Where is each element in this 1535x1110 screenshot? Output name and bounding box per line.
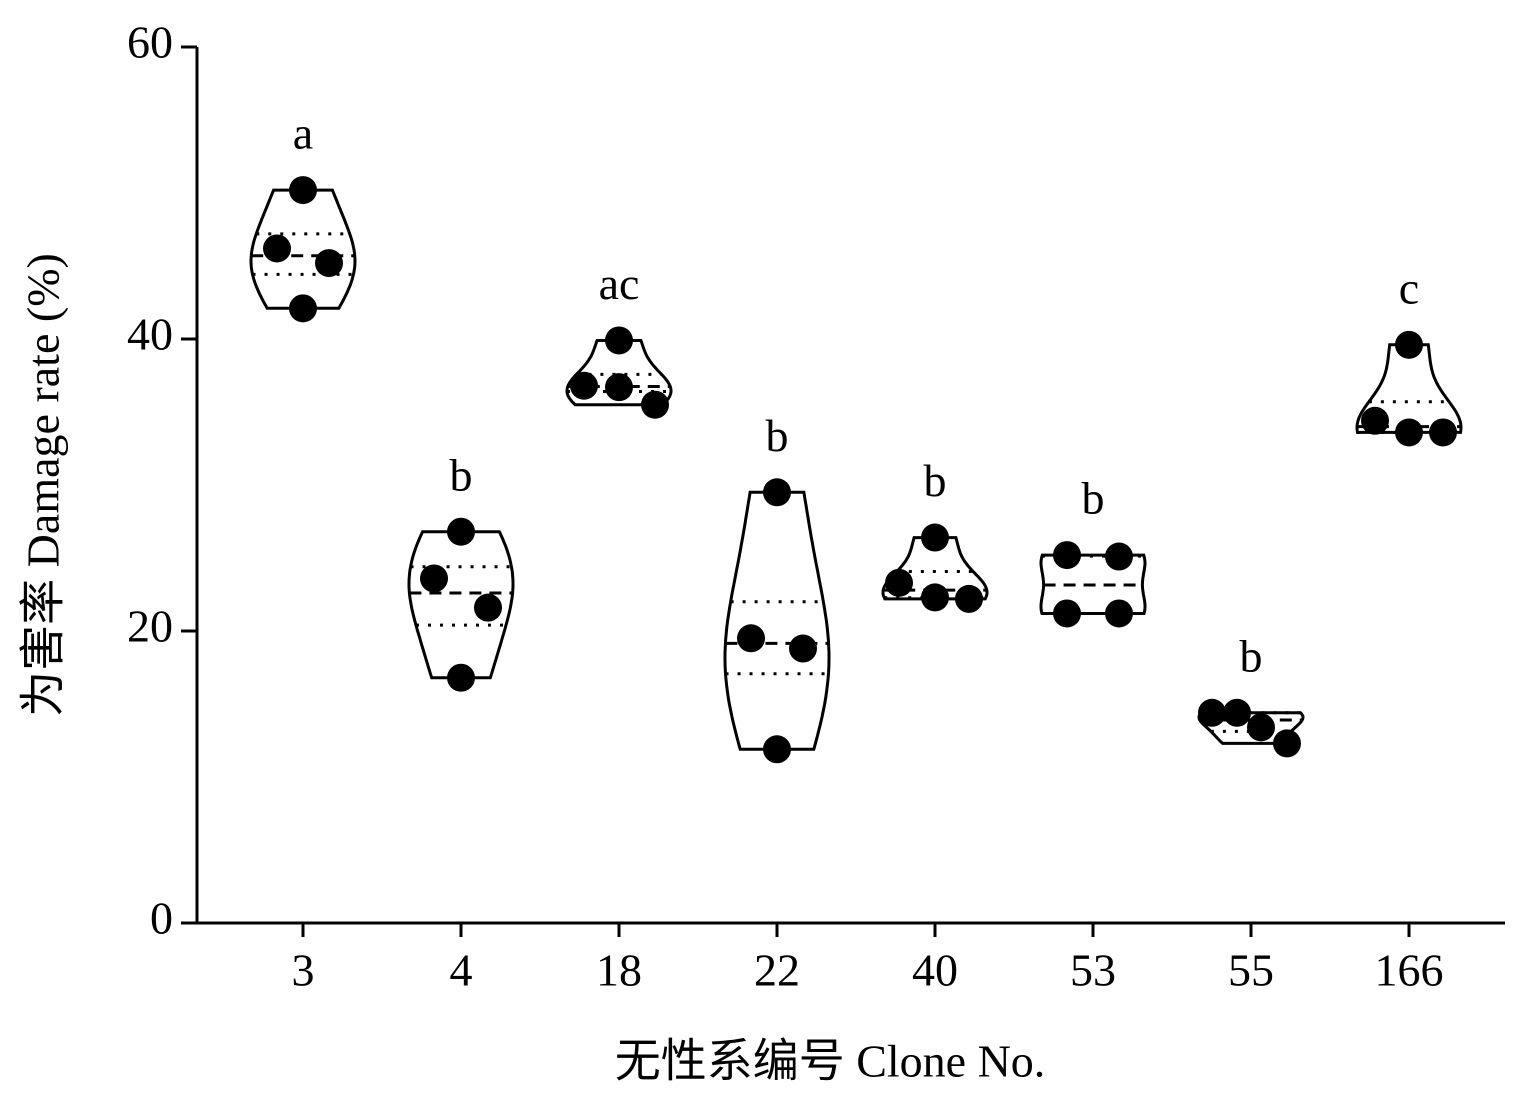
data-point (315, 249, 343, 278)
x-tick-label: 55 (1228, 945, 1274, 996)
data-point (955, 584, 983, 613)
data-point (447, 517, 475, 546)
data-point (1273, 729, 1301, 758)
annotation: b (924, 455, 947, 506)
violin (249, 188, 357, 310)
data-point (570, 371, 598, 400)
annotation: b (766, 410, 789, 461)
violin (723, 490, 831, 751)
annotation: b (450, 449, 473, 500)
y-axis-label: 为害率 Damage rate (%) (18, 253, 69, 717)
annotation: c (1399, 262, 1419, 313)
y-tick-label: 40 (127, 309, 173, 360)
data-point (1429, 418, 1457, 447)
data-point (921, 523, 949, 552)
x-tick-label: 22 (754, 945, 800, 996)
data-point (605, 326, 633, 355)
x-axis-label: 无性系编号 Clone No. (615, 1036, 1046, 1087)
x-tick-label: 4 (450, 945, 473, 996)
data-point (474, 593, 502, 622)
data-point (921, 583, 949, 612)
data-point (885, 568, 913, 597)
y-tick-label: 0 (150, 893, 173, 944)
annotation: b (1240, 630, 1263, 681)
data-point (763, 735, 791, 764)
x-tick-label: 166 (1375, 945, 1444, 996)
y-tick-label: 60 (127, 17, 173, 68)
data-point (1247, 713, 1275, 742)
x-tick-label: 18 (596, 945, 642, 996)
data-point (420, 564, 448, 593)
data-point (641, 390, 669, 419)
data-point (1198, 698, 1226, 727)
data-point (763, 478, 791, 507)
data-point (1053, 599, 1081, 628)
data-point (1105, 599, 1133, 628)
data-point (1105, 542, 1133, 571)
data-point (1223, 698, 1251, 727)
data-point (263, 234, 291, 263)
y-tick-label: 20 (127, 601, 173, 652)
x-tick-label: 53 (1070, 945, 1116, 996)
x-tick-label: 3 (292, 945, 315, 996)
x-tick-label: 40 (912, 945, 958, 996)
annotation: ac (599, 258, 640, 309)
data-point (289, 176, 317, 205)
annotation: b (1082, 473, 1105, 524)
data-point (789, 634, 817, 663)
data-point (1395, 330, 1423, 359)
data-point (737, 624, 765, 653)
data-point (289, 294, 317, 323)
data-point (1395, 418, 1423, 447)
data-point (605, 373, 633, 402)
data-point (1053, 541, 1081, 570)
annotation: a (293, 108, 313, 159)
data-point (1361, 406, 1389, 435)
data-point (447, 663, 475, 692)
